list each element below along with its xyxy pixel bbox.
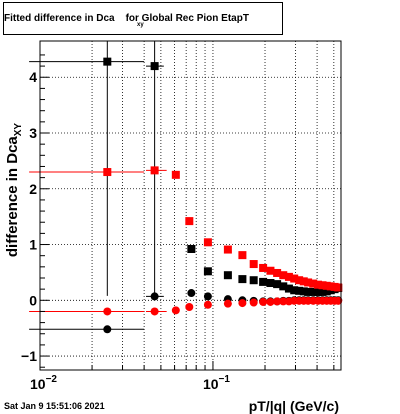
data-point-square [334,283,343,292]
data-point-square [314,280,323,289]
data-point-circle [238,299,247,308]
data-point-circle [150,307,159,316]
data-point-square [322,287,331,296]
y-tick-label: 3 [29,125,37,141]
chart-title-main: Fitted difference in Dca [4,13,115,24]
y-axis-label-subscript: XY [13,123,24,137]
data-point-square [150,166,159,175]
y-tick-label: 2 [29,181,37,197]
data-point-circle [185,302,194,311]
data-point-square [103,168,112,177]
data-point-square [266,266,275,275]
data-point-circle [187,289,196,298]
data-point-square [223,245,232,254]
data-point-square [103,57,112,66]
y-tick-label: −1 [21,348,37,364]
data-point-square [314,287,323,296]
x-axis-label: pT/|q| (GeV/c) [249,398,339,414]
data-point-square [322,281,331,290]
y-tick-label: 1 [29,237,37,253]
data-point-circle [266,297,275,306]
data-point-square [279,271,288,280]
data-point-circle [103,325,112,334]
y-axis-label: difference in DcaXY [4,123,24,258]
data-point-square [309,287,318,296]
data-point-square [273,268,282,277]
data-point-square [273,280,282,289]
data-point-square [259,263,268,272]
error-bars [29,41,209,330]
data-point-square [309,279,318,288]
data-point-circle [279,297,288,306]
data-point-square [318,281,327,290]
y-tick-label: 4 [29,69,37,85]
data-point-square [238,275,247,284]
data-point-circle [223,299,232,308]
data-point-square [249,276,258,285]
y-tick-label: 0 [29,292,37,308]
data-point-square [203,238,212,247]
data-point-circle [273,297,282,306]
plot-frame [39,40,342,371]
data-point-square [223,271,232,280]
data-point-circle [103,307,112,316]
data-markers [103,57,343,334]
data-point-square [299,277,308,286]
data-point-circle [171,306,180,315]
data-point-circle [334,296,343,305]
grid-lines [40,41,341,370]
data-point-circle [150,292,159,301]
data-point-square [279,282,288,291]
chart-title-suffix: for Global Rec Pion EtapT [125,13,249,24]
data-point-square [284,272,293,281]
x-tick-label: 10−1 [203,374,230,392]
data-point-square [259,277,268,286]
data-point-square [295,286,304,295]
x-tick-label: 10−2 [30,374,57,392]
data-point-square [171,170,180,179]
data-point-square [290,274,299,283]
y-axis-label-main: difference in Dca [4,136,21,258]
data-point-circle [203,292,212,301]
data-point-square [295,276,304,285]
timestamp: Sat Jan 9 15:51:06 2021 [4,401,105,411]
data-point-square [249,260,258,269]
chart-title-subscript: xy [137,22,144,28]
chart-title: Fitted difference in Dca for Global Rec P… [4,13,249,24]
data-point-square [304,287,313,296]
chart-title-box: Fitted difference in Dca for Global Rec P… [3,2,283,35]
data-point-square [290,286,299,295]
data-point-circle [259,297,268,306]
data-point-square [299,287,308,296]
data-point-circle [203,300,212,309]
data-point-square [238,251,247,260]
data-point-square [284,284,293,293]
axes: −1 0 1 2 3 4 10−2 10−1 [21,54,335,392]
data-point-square [318,287,327,296]
data-point-circle [249,298,258,307]
data-point-square [203,267,212,276]
data-point-square [266,279,275,288]
data-point-square [187,244,196,253]
data-point-square [185,217,194,226]
data-point-square [150,62,159,71]
data-point-square [304,278,313,287]
